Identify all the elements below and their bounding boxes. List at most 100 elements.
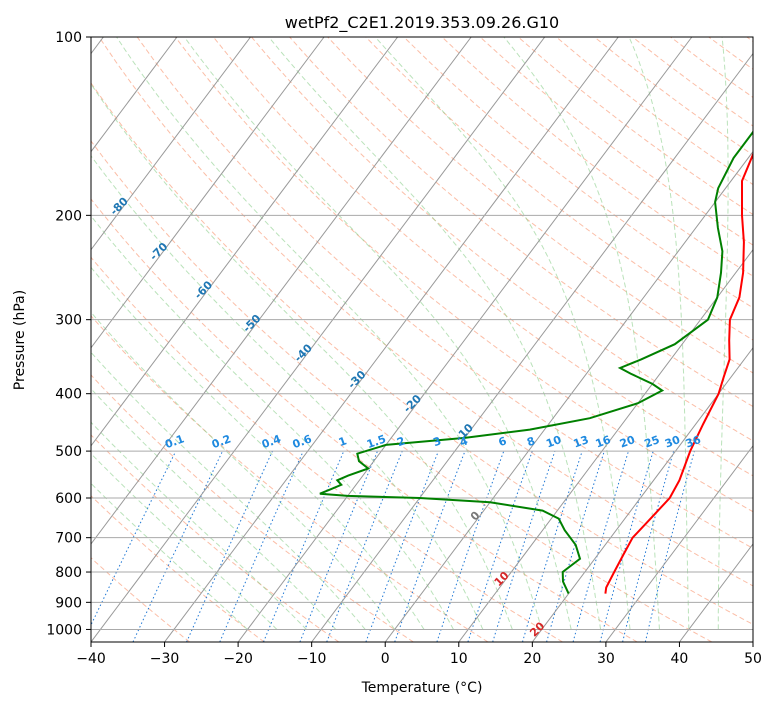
mixing-ratio-label: 2 [395,434,407,449]
dry-adiabat-line [91,434,340,642]
isotherm-label: 20 [527,619,547,639]
moist-adiabat-line [91,452,278,630]
mixing-ratio-label: 6 [497,434,509,449]
isotherm-line [164,37,619,642]
y-tick-label: 400 [55,387,82,403]
dry-adiabat-line [91,315,489,642]
isotherm-line [91,37,251,251]
isotherm-label: -50 [240,312,263,335]
mixing-ratio-line [299,450,378,642]
mixing-ratio-label: 0.4 [260,432,283,451]
moist-adiabat-line [503,37,660,630]
mixing-ratio-label: 4 [458,434,470,449]
isotherm-label: -80 [108,194,131,217]
y-tick-label: 600 [55,491,82,507]
dry-adiabat-line [91,374,414,642]
chart-title: wetPf2_C2E1.2019.353.09.26.G10 [285,13,559,33]
dry-adiabat-line [632,37,753,127]
sounding-series [319,130,753,595]
grid-lines [91,37,753,642]
isotherm-label: -20 [401,392,424,415]
isotherm-line [91,37,325,349]
mixing-ratio-label: 1.5 [365,432,388,451]
x-tick-label: −30 [150,651,180,667]
mixing-ratio-label: 3 [431,434,443,449]
x-tick-label: −20 [223,651,253,667]
dry-adiabat-line [365,37,753,341]
isotherm-line [91,37,546,642]
moist-adiabat-line [91,83,513,630]
y-axis: 100 200 300 400 500 600 700 800 900 1000 [46,30,91,638]
y-tick-label: 900 [55,595,82,611]
moist-adiabat-line [91,266,425,630]
mixing-ratio-line [599,450,654,642]
background-lines [91,37,753,642]
mixing-ratio-label: 10 [544,433,563,451]
dry-adiabat-line [327,37,753,374]
moist-adiabat-line [91,388,337,630]
mixing-ratio-label: 20 [618,433,637,451]
x-tick-label: −10 [297,651,327,667]
dewpoint-profile-line [319,130,753,595]
moist-adiabat-line [374,37,631,630]
dry-adiabat-line [289,37,753,408]
dry-adiabat-line [91,557,191,642]
moist-adiabat-line [116,37,543,630]
x-tick-label: 20 [523,651,541,667]
moist-adiabat-line [91,311,396,630]
mixing-ratio-line [219,450,304,642]
mixing-ratio-label: 1 [337,434,349,449]
mixing-ratio-label: 16 [594,433,613,451]
mixing-ratio-line [622,450,675,642]
x-axis-label: Temperature (°C) [361,680,483,696]
dry-adiabat-line [98,37,753,587]
x-tick-label: 50 [744,651,762,667]
temperature-profile-line [604,151,753,594]
mixing-ratio-line [326,450,403,642]
y-tick-label: 300 [55,313,82,329]
mixing-ratio-label: 30 [663,433,682,451]
isotherm-label: -40 [292,341,315,364]
isotherm-line [531,346,753,642]
moist-adiabat-line [91,154,484,630]
dry-adiabat-line [91,140,713,642]
isotherm-line [752,641,753,642]
mixing-ratio-line [186,450,273,642]
y-axis-label: Pressure (hPa) [12,290,28,390]
moist-adiabat-line [91,421,307,630]
isotherm-line [91,37,399,447]
dry-adiabat-line [91,82,753,625]
mixing-ratio-label: 8 [525,434,537,449]
mixing-ratio-label: 36 [684,433,703,451]
isotherm-line [605,445,753,642]
isotherm-line [91,37,472,545]
x-tick-label: 30 [597,651,615,667]
moist-adiabat-line [91,482,248,630]
dry-adiabat-line [174,37,753,513]
dry-adiabat-line [403,37,753,309]
dry-adiabat-line [91,256,563,642]
isotherm-label: -70 [147,240,170,263]
dry-adiabat-line [746,37,753,43]
moist-adiabat-line [717,37,729,630]
mixing-ratio-label: 0.2 [210,432,233,451]
isotherm-line [91,37,178,153]
x-tick-label: 40 [671,651,689,667]
dry-adiabat-line [91,198,638,642]
mixing-ratio-line [132,450,224,642]
mixing-ratio-line [394,450,466,642]
y-tick-label: 100 [55,30,82,46]
mixing-ratio-line [492,450,556,642]
moist-adiabat-line [183,37,572,630]
plot-frame [90,36,754,643]
mixing-ratio-line [546,450,605,642]
dry-adiabat-line [479,37,753,246]
moist-adiabat-line [91,351,366,630]
x-tick-label: 0 [381,651,390,667]
mixing-ratio-label: 25 [643,433,662,450]
moist-adiabat-line [628,37,690,630]
mixing-ratio-label: 0.1 [163,432,186,451]
moist-adiabat-line [268,37,602,630]
dry-adiabat-line [555,37,753,186]
